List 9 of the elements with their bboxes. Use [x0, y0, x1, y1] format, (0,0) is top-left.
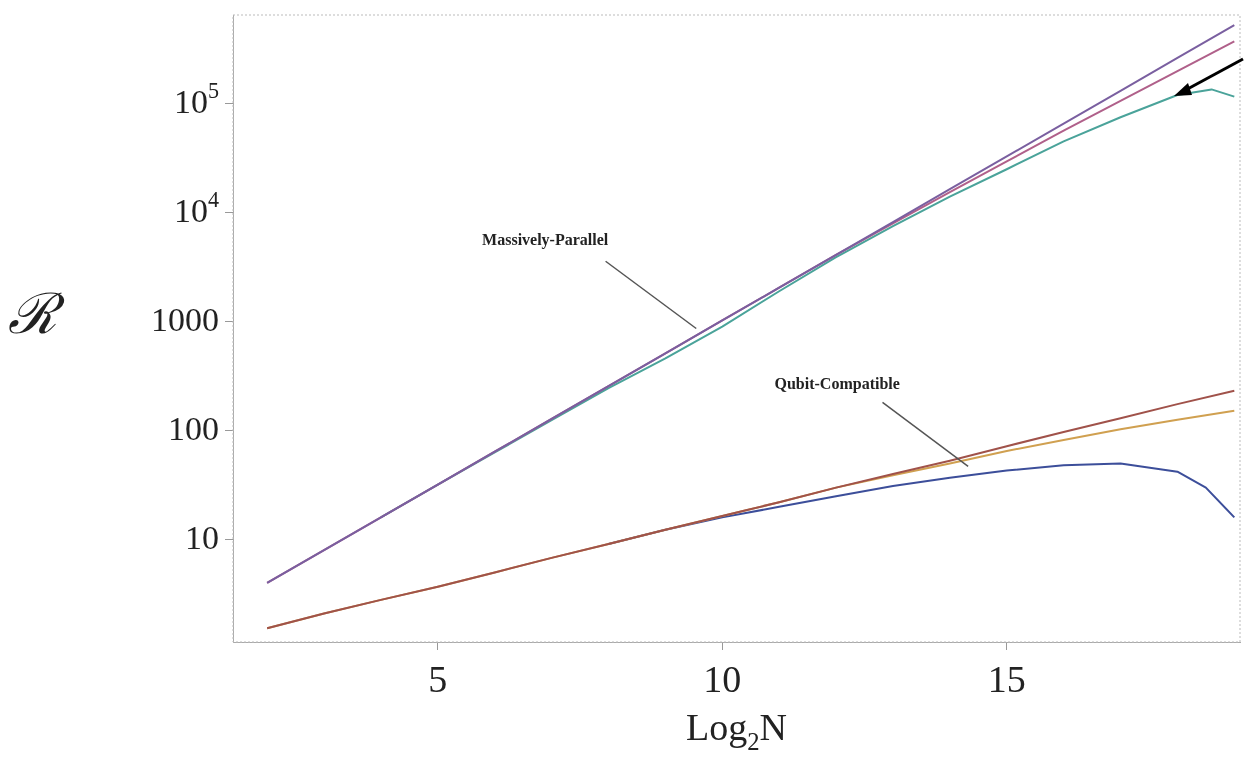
- y-axis-title: ℛ: [8, 283, 65, 346]
- x-tick-label: 15: [987, 657, 1026, 700]
- x-tick-label: 5: [428, 657, 448, 700]
- y-tick-label: 100: [168, 409, 219, 447]
- y-tick-label: 10: [185, 518, 219, 556]
- annotation: Massively-Parallel: [482, 230, 609, 249]
- annotation: Qubit-Compatible: [774, 375, 900, 394]
- x-tick-label: 10: [703, 657, 742, 700]
- y-tick-label: 1000: [151, 300, 219, 338]
